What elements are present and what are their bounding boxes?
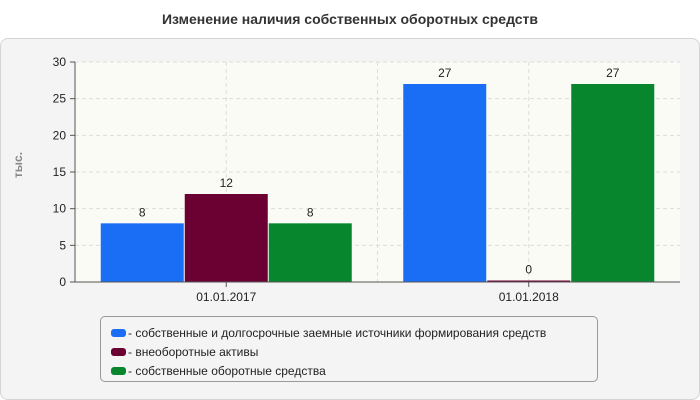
chart-title: Изменение наличия собственных оборотных … [161,11,539,27]
y-tick-label: 20 [53,128,67,142]
legend-label-noncurrent-assets: внеоборотные активы [135,344,259,359]
legend: - собственные и долгосрочные заемные ист… [100,316,598,382]
legend-swatch-noncurrent-assets [111,347,126,356]
y-tick-label: 10 [53,202,67,216]
bar-value-label: 8 [139,205,146,219]
y-tick-label: 30 [53,55,67,69]
y-axis-label: тыс. [11,152,25,178]
bar-value-label: 8 [307,205,314,219]
legend-prefix: - [128,344,136,359]
y-tick-label: 0 [59,275,66,289]
bar[interactable] [487,280,571,283]
bar-value-label: 27 [438,66,452,80]
legend-item-noncurrent-assets[interactable]: - внеоборотные активы [111,342,597,361]
y-tick-label: 25 [53,92,67,106]
x-tick-label: 01.01.2018 [499,290,559,304]
bar[interactable] [184,194,268,282]
bar[interactable] [268,223,352,282]
bar-value-label: 27 [606,66,620,80]
labels-layer: 8 12 8 27 0 27 [139,66,620,277]
bars-layer [100,84,655,283]
legend-label-sources: собственные и долгосрочные заемные источ… [135,325,547,340]
legend-item-working-capital[interactable]: - собственные оборотные средства [111,361,597,380]
y-tick-label: 15 [53,165,67,179]
legend-label-working-capital: собственные оборотные средства [135,363,326,378]
bar[interactable] [403,84,487,282]
legend-prefix: - [128,325,136,340]
legend-swatch-working-capital [111,366,126,375]
bar[interactable] [571,84,655,282]
y-tick-label: 5 [59,238,66,252]
bar[interactable] [100,223,184,282]
x-tick-label: 01.01.2017 [196,290,256,304]
bar-value-label: 0 [525,263,532,277]
legend-swatch-sources [111,328,126,337]
legend-prefix: - [128,363,136,378]
legend-item-sources[interactable]: - собственные и долгосрочные заемные ист… [111,323,597,342]
axis-layer: 0 5 10 15 20 25 30 01.01.2017 01.01.2018 [53,55,680,304]
bar-value-label: 12 [220,176,234,190]
